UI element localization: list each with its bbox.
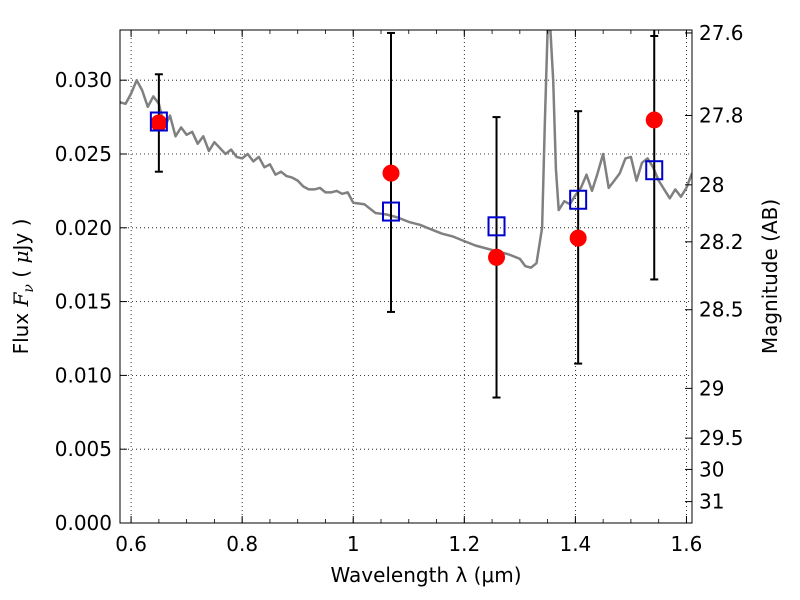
y-axis-right: 27.6 27.8 28 28.2 28.5 29 29.5 30 31 — [685, 21, 744, 514]
x-tick-label: 1 — [347, 532, 360, 556]
x-tick-label: 0.8 — [226, 532, 258, 556]
y-tick-label: 0.000 — [55, 511, 112, 535]
model-spectrum-line — [120, 30, 692, 269]
photometry-point — [382, 164, 400, 182]
x-tick-label: 0.6 — [115, 532, 147, 556]
photometry-point — [150, 114, 168, 132]
x-axis-label: Wavelength λ (μm) — [330, 563, 521, 587]
plot-frame — [119, 29, 693, 524]
x-tick-label: 1.2 — [448, 532, 480, 556]
x-axis: 0.6 0.8 1 1.2 1.4 1.6 — [115, 30, 702, 556]
right-tick-label: 28.5 — [699, 298, 744, 322]
right-tick-label: 30 — [699, 457, 724, 481]
right-tick-label: 31 — [699, 490, 724, 514]
model-flux-square-layer — [149, 111, 664, 237]
right-tick-label: 28 — [699, 173, 724, 197]
model-flux-square — [382, 201, 401, 222]
right-tick-label: 27.6 — [699, 21, 744, 45]
right-tick-label: 29 — [699, 376, 724, 400]
model-spectrum-layer — [120, 30, 692, 269]
y-axis-label: Flux Fν ( μJy ) — [9, 219, 37, 355]
photometry-point — [488, 248, 506, 266]
errorbar-layer — [154, 30, 659, 399]
model-flux-square — [569, 189, 588, 210]
y-tick-label: 0.030 — [55, 68, 112, 92]
model-flux-square — [645, 160, 664, 181]
y-axis-left: 0.000 0.005 0.010 0.015 0.020 0.025 0.030 — [55, 68, 127, 535]
model-flux-square — [487, 216, 506, 237]
y-tick-label: 0.025 — [55, 142, 112, 166]
y-tick-label: 0.010 — [55, 363, 112, 387]
photometry-point-layer — [150, 111, 663, 266]
right-tick-label: 29.5 — [699, 426, 744, 450]
grid — [120, 30, 692, 523]
right-tick-label: 28.2 — [699, 230, 744, 254]
model-flux-square — [149, 111, 168, 132]
x-tick-label: 1.6 — [671, 532, 703, 556]
right-axis-label: Magnitude (AB) — [758, 199, 782, 354]
y-tick-label: 0.005 — [55, 437, 112, 461]
photometry-point — [569, 229, 587, 247]
y-tick-label: 0.015 — [55, 290, 112, 314]
photometry-point — [645, 111, 663, 129]
x-tick-label: 1.4 — [559, 532, 591, 556]
y-tick-label: 0.020 — [55, 216, 112, 240]
right-tick-label: 27.8 — [699, 103, 744, 127]
